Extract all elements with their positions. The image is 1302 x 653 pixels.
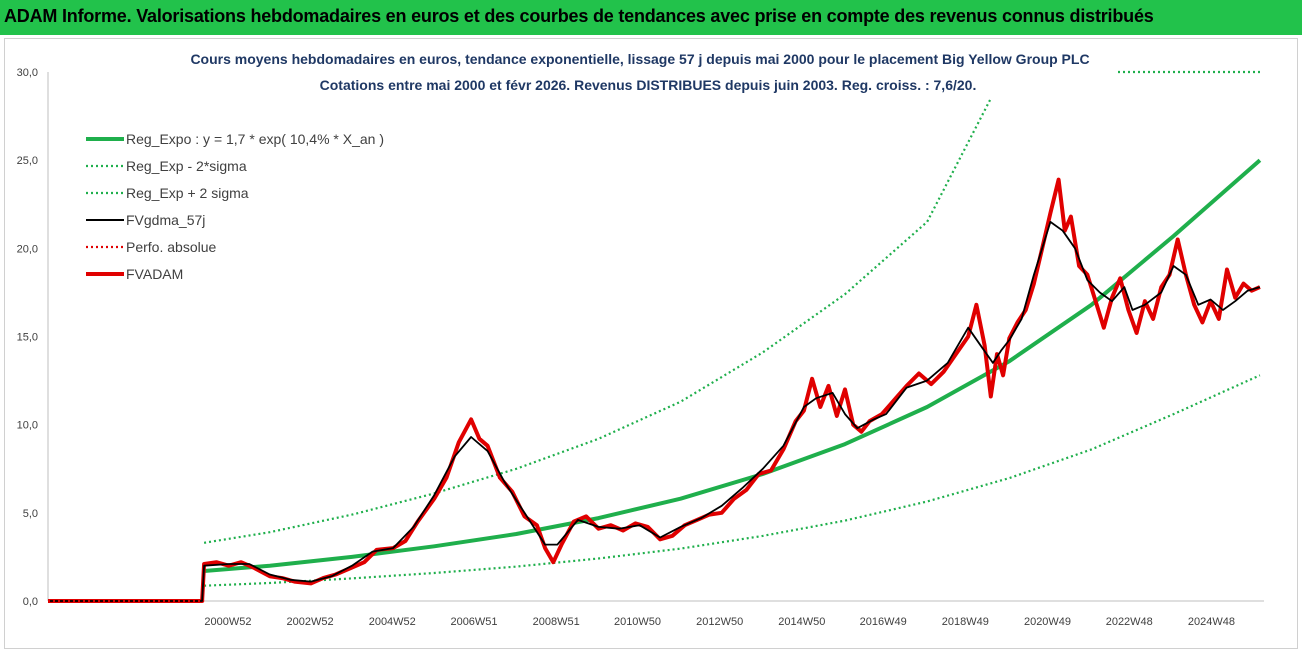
x-tick-label: 2002W52: [287, 616, 334, 628]
x-tick-label: 2006W51: [450, 616, 497, 628]
series-line-5: [48, 177, 1261, 603]
x-tick-label: 2008W51: [533, 616, 580, 628]
series-line-3: [48, 220, 1261, 602]
y-tick-label: 10,0: [17, 420, 38, 432]
banner-title: ADAM Informe. Valorisations hebdomadaire…: [4, 6, 1154, 26]
x-tick-label: 2014W50: [778, 616, 825, 628]
legend: Reg_Expo : y = 1,7 * exp( 10,4% * X_an )…: [86, 131, 384, 282]
x-tick-label: 2004W52: [369, 616, 416, 628]
y-tick-label: 30,0: [17, 67, 38, 79]
x-tick-label: 2022W48: [1106, 616, 1153, 628]
legend-label: FVADAM: [126, 266, 183, 282]
y-tick-label: 25,0: [17, 155, 38, 167]
x-tick-label: 2018W49: [942, 616, 989, 628]
y-tick-label: 0,0: [23, 596, 38, 608]
legend-label: Reg_Exp + 2 sigma: [126, 185, 249, 201]
x-tick-label: 2024W48: [1188, 616, 1235, 628]
legend-label: Reg_Exp - 2*sigma: [126, 158, 247, 174]
plot-area: [48, 70, 1262, 603]
chart-subtitle: Cotations entre mai 2000 et févr 2026. R…: [320, 77, 977, 93]
y-tick-label: 15,0: [17, 332, 38, 344]
series-line-2: [203, 97, 992, 544]
y-tick-label: 5,0: [23, 508, 38, 520]
chart-frame: [4, 38, 1298, 649]
legend-label: Perfo. absolue: [126, 239, 216, 255]
legend-label: Reg_Expo : y = 1,7 * exp( 10,4% * X_an ): [126, 131, 384, 147]
x-tick-label: 2012W50: [696, 616, 743, 628]
series-line-0: [203, 158, 1262, 573]
x-tick-label: 2000W52: [204, 616, 251, 628]
x-tick-label: 2016W49: [860, 616, 907, 628]
y-tick-label: 20,0: [17, 243, 38, 255]
chart-title: Cours moyens hebdomadaires en euros, ten…: [190, 51, 1089, 67]
header-banner: ADAM Informe. Valorisations hebdomadaire…: [0, 0, 1302, 35]
x-tick-label: 2020W49: [1024, 616, 1071, 628]
legend-label: FVgdma_57j: [126, 212, 205, 228]
axes: 0,0 5,0 10,0 15,0 20,0 25,0 30,0 2000W52 2002W52…: [17, 67, 1264, 628]
series-line-1: [204, 374, 1261, 587]
x-tick-label: 2010W50: [614, 616, 661, 628]
